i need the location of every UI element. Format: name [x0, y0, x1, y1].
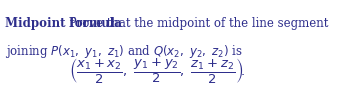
Text: $\left(\dfrac{x_1 + x_2}{2},\ \dfrac{y_1 + y_2}{2},\ \dfrac{z_1 + z_2}{2}\right): $\left(\dfrac{x_1 + x_2}{2},\ \dfrac{y_1…: [69, 56, 246, 85]
Text: Midpoint formula: Midpoint formula: [5, 17, 121, 30]
Text: Prove that the midpoint of the line segment: Prove that the midpoint of the line segm…: [66, 17, 329, 30]
Text: joining $P(x_1,\ y_1,\ z_1)$ and $Q(x_2,\ y_2,\ z_2)$ is: joining $P(x_1,\ y_1,\ z_1)$ and $Q(x_2,…: [5, 43, 242, 60]
